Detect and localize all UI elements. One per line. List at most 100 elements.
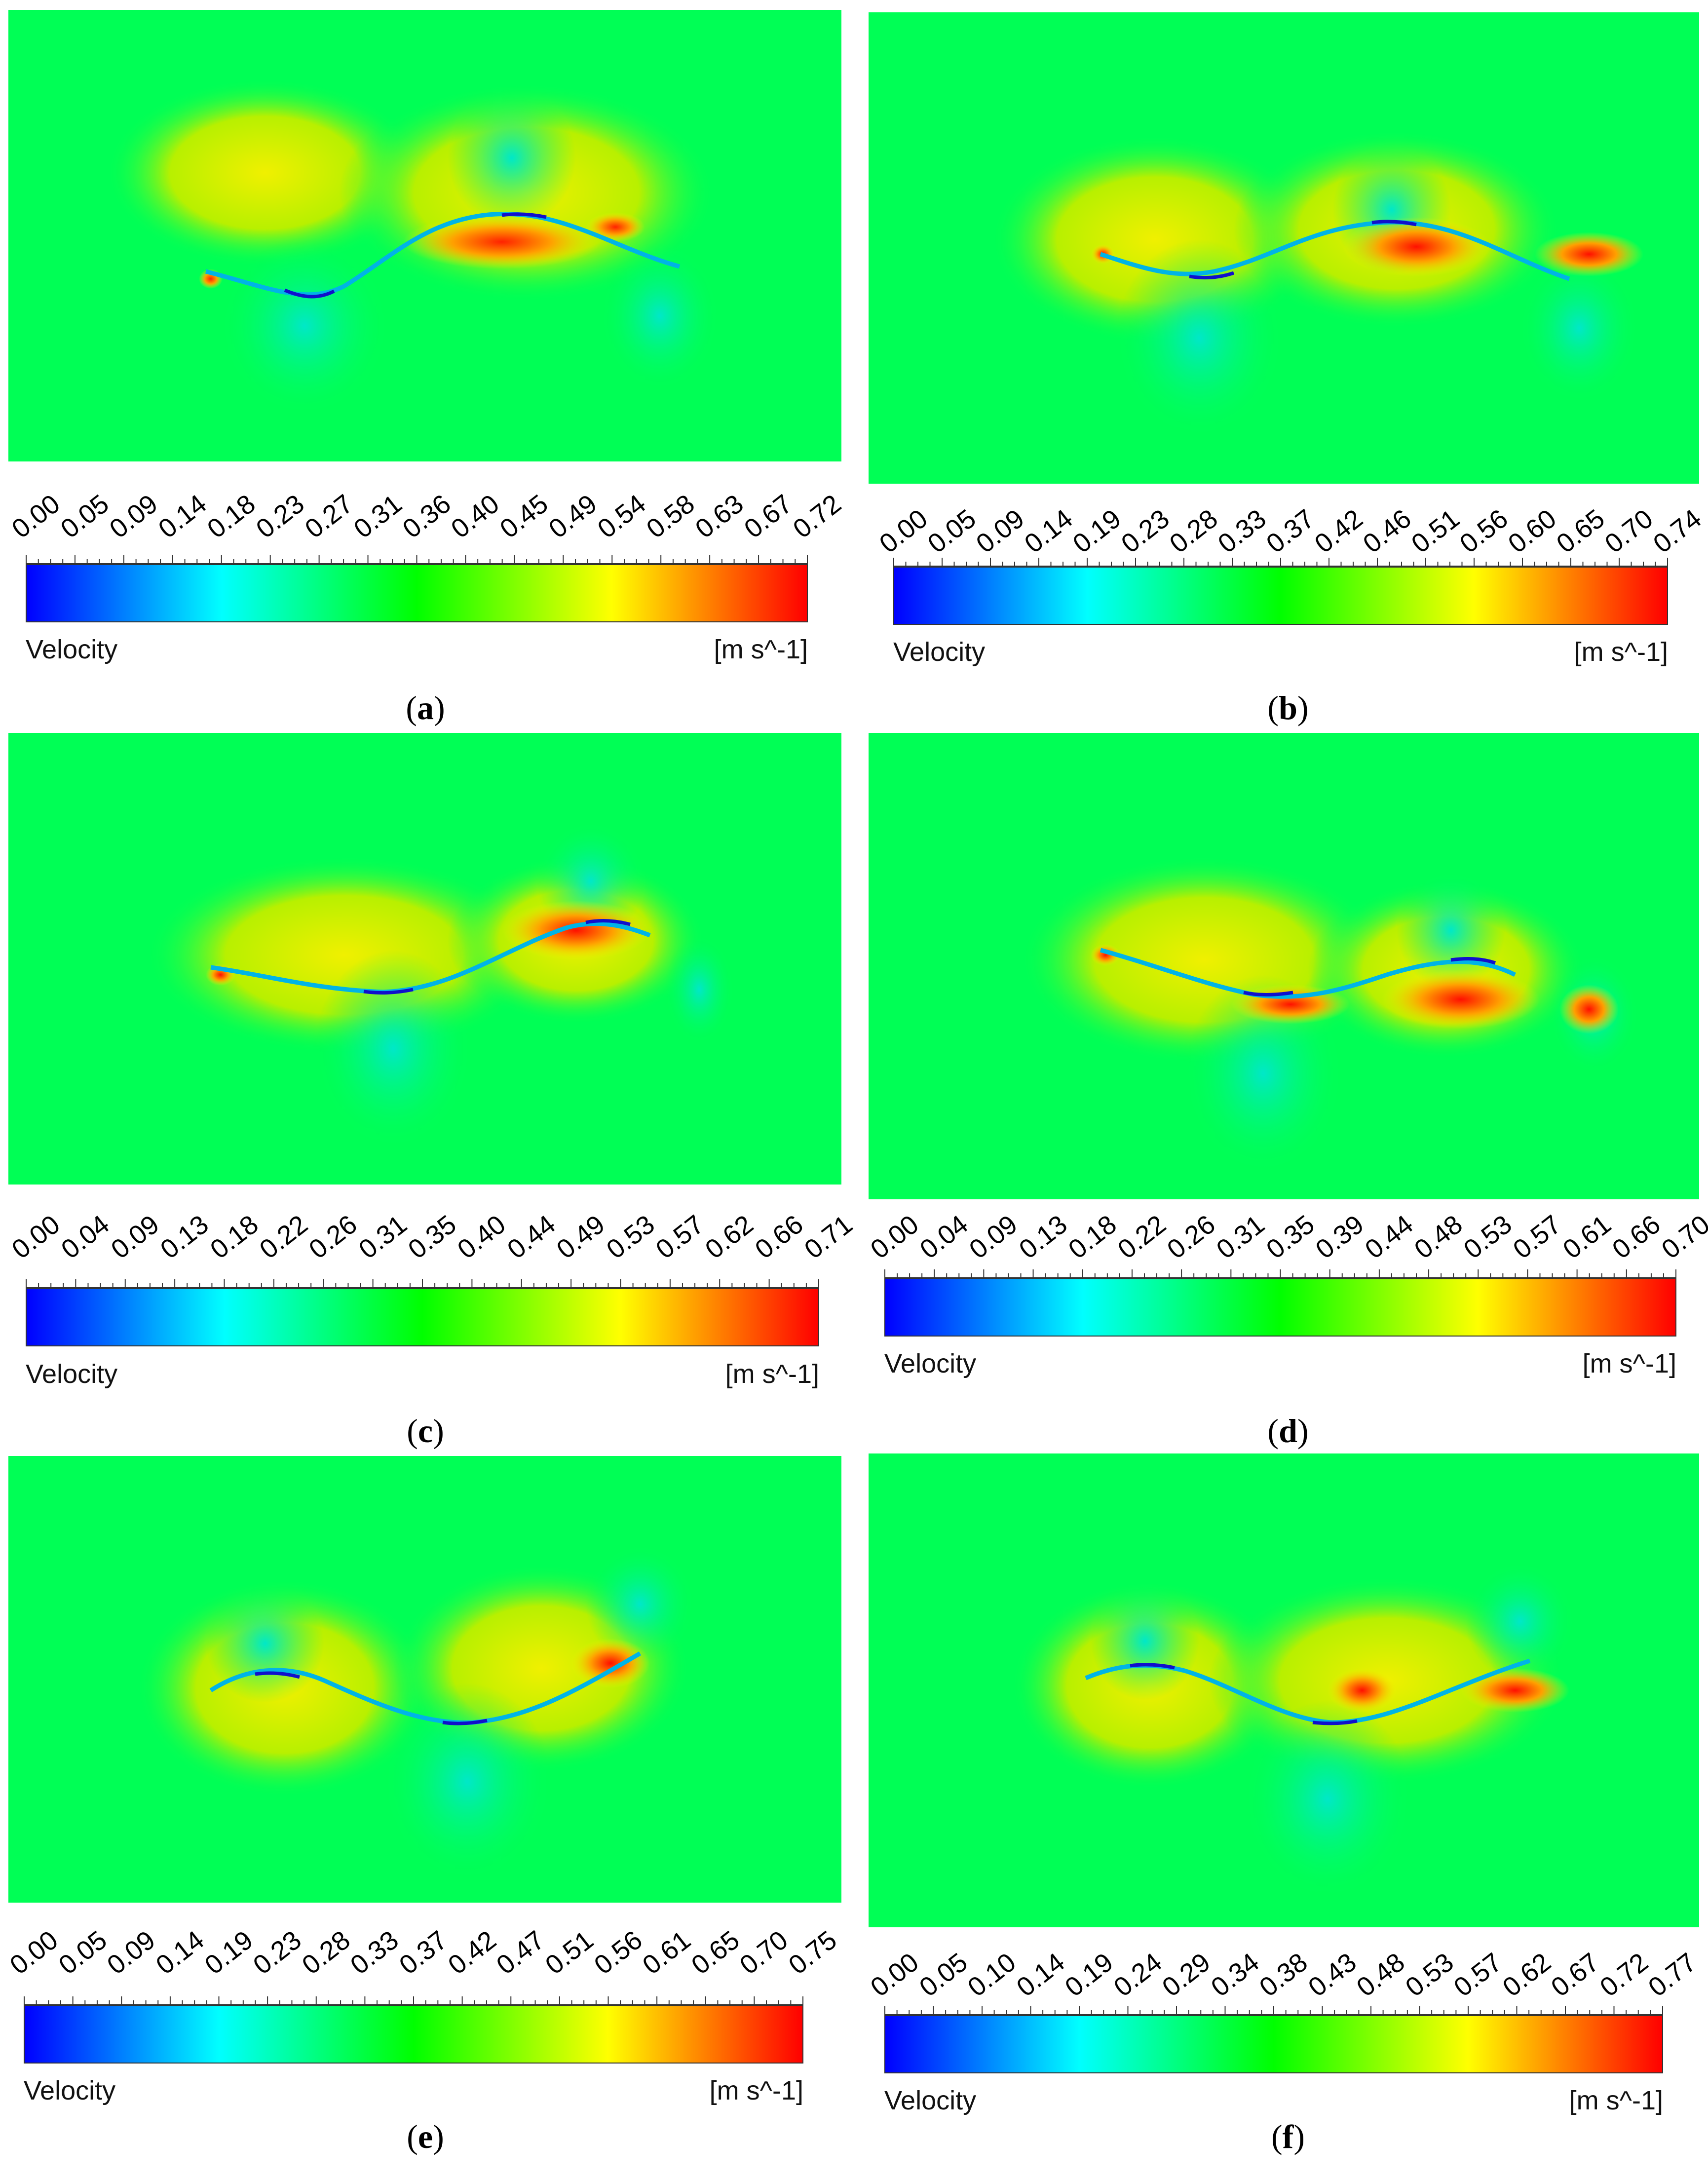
tick-label: 0.67 [738,489,798,544]
tick-label: 0.24 [1108,1947,1168,2003]
caption-a: (a) [406,689,445,726]
tick-label: 0.49 [543,489,603,544]
tick-label: 0.34 [1205,1947,1265,2003]
colorbar [893,567,1668,625]
tick-labels: 0.00 0.05 0.09 0.14 0.19 0.23 0.28 0.33 0.37 0.42… [874,489,1707,559]
tick-label: 0.70 [1599,503,1659,559]
tick-label: 0.37 [393,1925,453,1981]
tick-label: 0.70 [1656,1209,1708,1265]
tick-label: 0.66 [749,1209,809,1265]
tick-label: 0.31 [353,1209,413,1265]
tick-label: 0.71 [798,1209,858,1265]
colorbar-legend-a: 0.00 0.05 0.09 0.14 0.18 0.23 0.27 0.31 0.36 0.40… [6,474,847,671]
tick-label: 0.72 [1594,1947,1654,2003]
tick-labels: 0.00 0.05 0.09 0.14 0.19 0.23 0.28 0.33 0.37 0.42… [4,1910,842,1981]
caption-letter: b [1279,689,1297,726]
colorbar-legend-f: 0.00 0.05 0.10 0.14 0.19 0.24 0.29 0.34 0.38 0.43… [865,1932,1702,2130]
velocity-field-d [869,733,1699,1199]
tick-label: 0.48 [1351,1947,1410,2003]
tick-label: 0.10 [962,1947,1022,2003]
colorbar-legend-e: 0.00 0.05 0.09 0.14 0.19 0.23 0.28 0.33 0.37 0.42… [4,1910,842,2107]
tick-label: 0.37 [1260,503,1320,559]
unit-label: [m s^-1] [1569,2086,1663,2115]
colorbar [884,1278,1676,1337]
tick-ruler [26,555,808,564]
tick-label: 0.14 [150,1925,210,1981]
tick-label: 0.66 [1606,1209,1666,1265]
tick-label: 0.13 [1013,1209,1073,1265]
tick-label: 0.05 [55,489,114,544]
tick-label: 0.77 [1642,1947,1702,2003]
unit-label: [m s^-1] [709,2076,803,2105]
tick-label: 0.63 [690,489,749,544]
colorbar-legend-c: 0.00 0.04 0.09 0.13 0.18 0.22 0.26 0.31 0.35 0.40… [6,1194,858,1402]
tick-label: 0.62 [1497,1947,1556,2003]
tick-label: 0.51 [1405,503,1465,559]
tick-label: 0.09 [105,1209,165,1265]
tick-label: 0.19 [1059,1947,1119,2003]
tick-label: 0.60 [1502,503,1562,559]
tick-labels: 0.00 0.05 0.10 0.14 0.19 0.24 0.29 0.34 0.38 0.43… [865,1932,1702,2003]
tick-label: 0.18 [204,1209,264,1265]
tick-ruler [893,558,1668,567]
tick-label: 0.51 [539,1925,599,1981]
tick-label: 0.58 [641,489,700,544]
tick-label: 0.14 [152,489,212,544]
caption-c: (c) [407,1412,444,1450]
unit-label: [m s^-1] [1574,637,1668,667]
tick-label: 0.18 [201,489,261,544]
tick-label: 0.45 [494,489,554,544]
colorbar [26,1288,819,1346]
tick-labels: 0.00 0.04 0.09 0.13 0.18 0.22 0.26 0.31 0.35 0.39… [865,1194,1708,1265]
tick-label: 0.54 [592,489,651,544]
tick-label: 0.09 [104,489,163,544]
unit-label: [m s^-1] [714,635,808,664]
tick-label: 0.48 [1408,1209,1468,1265]
tick-label: 0.31 [348,489,408,544]
velocity-field-e [8,1456,841,1903]
tick-label: 0.47 [491,1925,550,1981]
tick-label: 0.53 [601,1209,660,1265]
colorbar [884,2015,1663,2073]
colorbar [26,564,808,622]
caption-letter: c [418,1412,433,1450]
tick-label: 0.53 [1458,1209,1518,1265]
caption-letter: f [1282,2118,1294,2155]
variable-label: Velocity [26,635,118,664]
tick-label: 0.09 [970,503,1030,559]
caption-letter: a [417,689,434,726]
tick-label: 0.26 [1162,1209,1221,1265]
tick-ruler [24,1996,803,2005]
velocity-field-a [8,10,841,461]
tick-label: 0.28 [1164,503,1223,559]
tick-label: 0.46 [1357,503,1417,559]
tick-label: 0.09 [102,1925,161,1981]
tick-label: 0.57 [1448,1947,1508,2003]
tick-label: 0.05 [913,1947,973,2003]
tick-label: 0.44 [1359,1209,1419,1265]
tick-label: 0.62 [700,1209,759,1265]
tick-label: 0.19 [1067,503,1127,559]
tick-label: 0.27 [299,489,359,544]
tick-label: 0.67 [1545,1947,1605,2003]
tick-label: 0.42 [442,1925,502,1981]
tick-label: 0.23 [248,1925,307,1981]
caption-d: (d) [1267,1412,1309,1450]
tick-label: 0.00 [4,1925,64,1981]
tick-label: 0.72 [787,489,847,544]
tick-label: 0.14 [1011,1947,1070,2003]
tick-label: 0.44 [501,1209,561,1265]
tick-labels: 0.00 0.05 0.09 0.14 0.18 0.23 0.27 0.31 0.36 0.40… [6,474,847,544]
tick-ruler [884,2006,1663,2015]
tick-label: 0.40 [446,489,505,544]
velocity-field-c [8,733,841,1185]
tick-label: 0.57 [1508,1209,1567,1265]
tick-label: 0.74 [1647,503,1707,559]
tick-label: 0.61 [1557,1209,1617,1265]
tick-label: 0.00 [865,1209,924,1265]
tick-label: 0.22 [254,1209,313,1265]
tick-label: 0.28 [296,1925,356,1981]
tick-label: 0.19 [199,1925,259,1981]
tick-label: 0.18 [1063,1209,1122,1265]
caption-b: (b) [1267,689,1309,726]
